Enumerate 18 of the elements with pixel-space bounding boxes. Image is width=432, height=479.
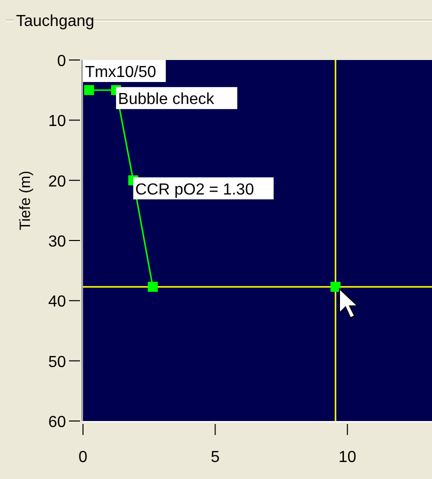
annotation: CCR pO2 = 1.30 xyxy=(135,181,254,198)
y-tick-label: 60 xyxy=(48,414,66,431)
y-tick-label: 50 xyxy=(48,354,66,371)
annotation: Bubble check xyxy=(118,91,216,108)
x-tick-label: 0 xyxy=(78,449,88,466)
annotation: Tmx10/50 xyxy=(85,64,156,81)
y-axis-title: Tiefe (m) xyxy=(17,170,34,230)
point xyxy=(148,282,158,292)
x-tick-label: 5 xyxy=(210,449,220,466)
y-tick-label: 20 xyxy=(48,173,66,190)
y-tick-label: 30 xyxy=(48,234,66,250)
y-tick-label: 10 xyxy=(48,113,66,130)
point xyxy=(330,282,340,292)
point xyxy=(84,85,94,96)
chart-title: Tauchgang xyxy=(16,13,94,30)
y-tick-label: 0 xyxy=(57,53,66,70)
y-tick-label: 40 xyxy=(48,294,66,311)
x-tick-label: 10 xyxy=(338,449,356,466)
